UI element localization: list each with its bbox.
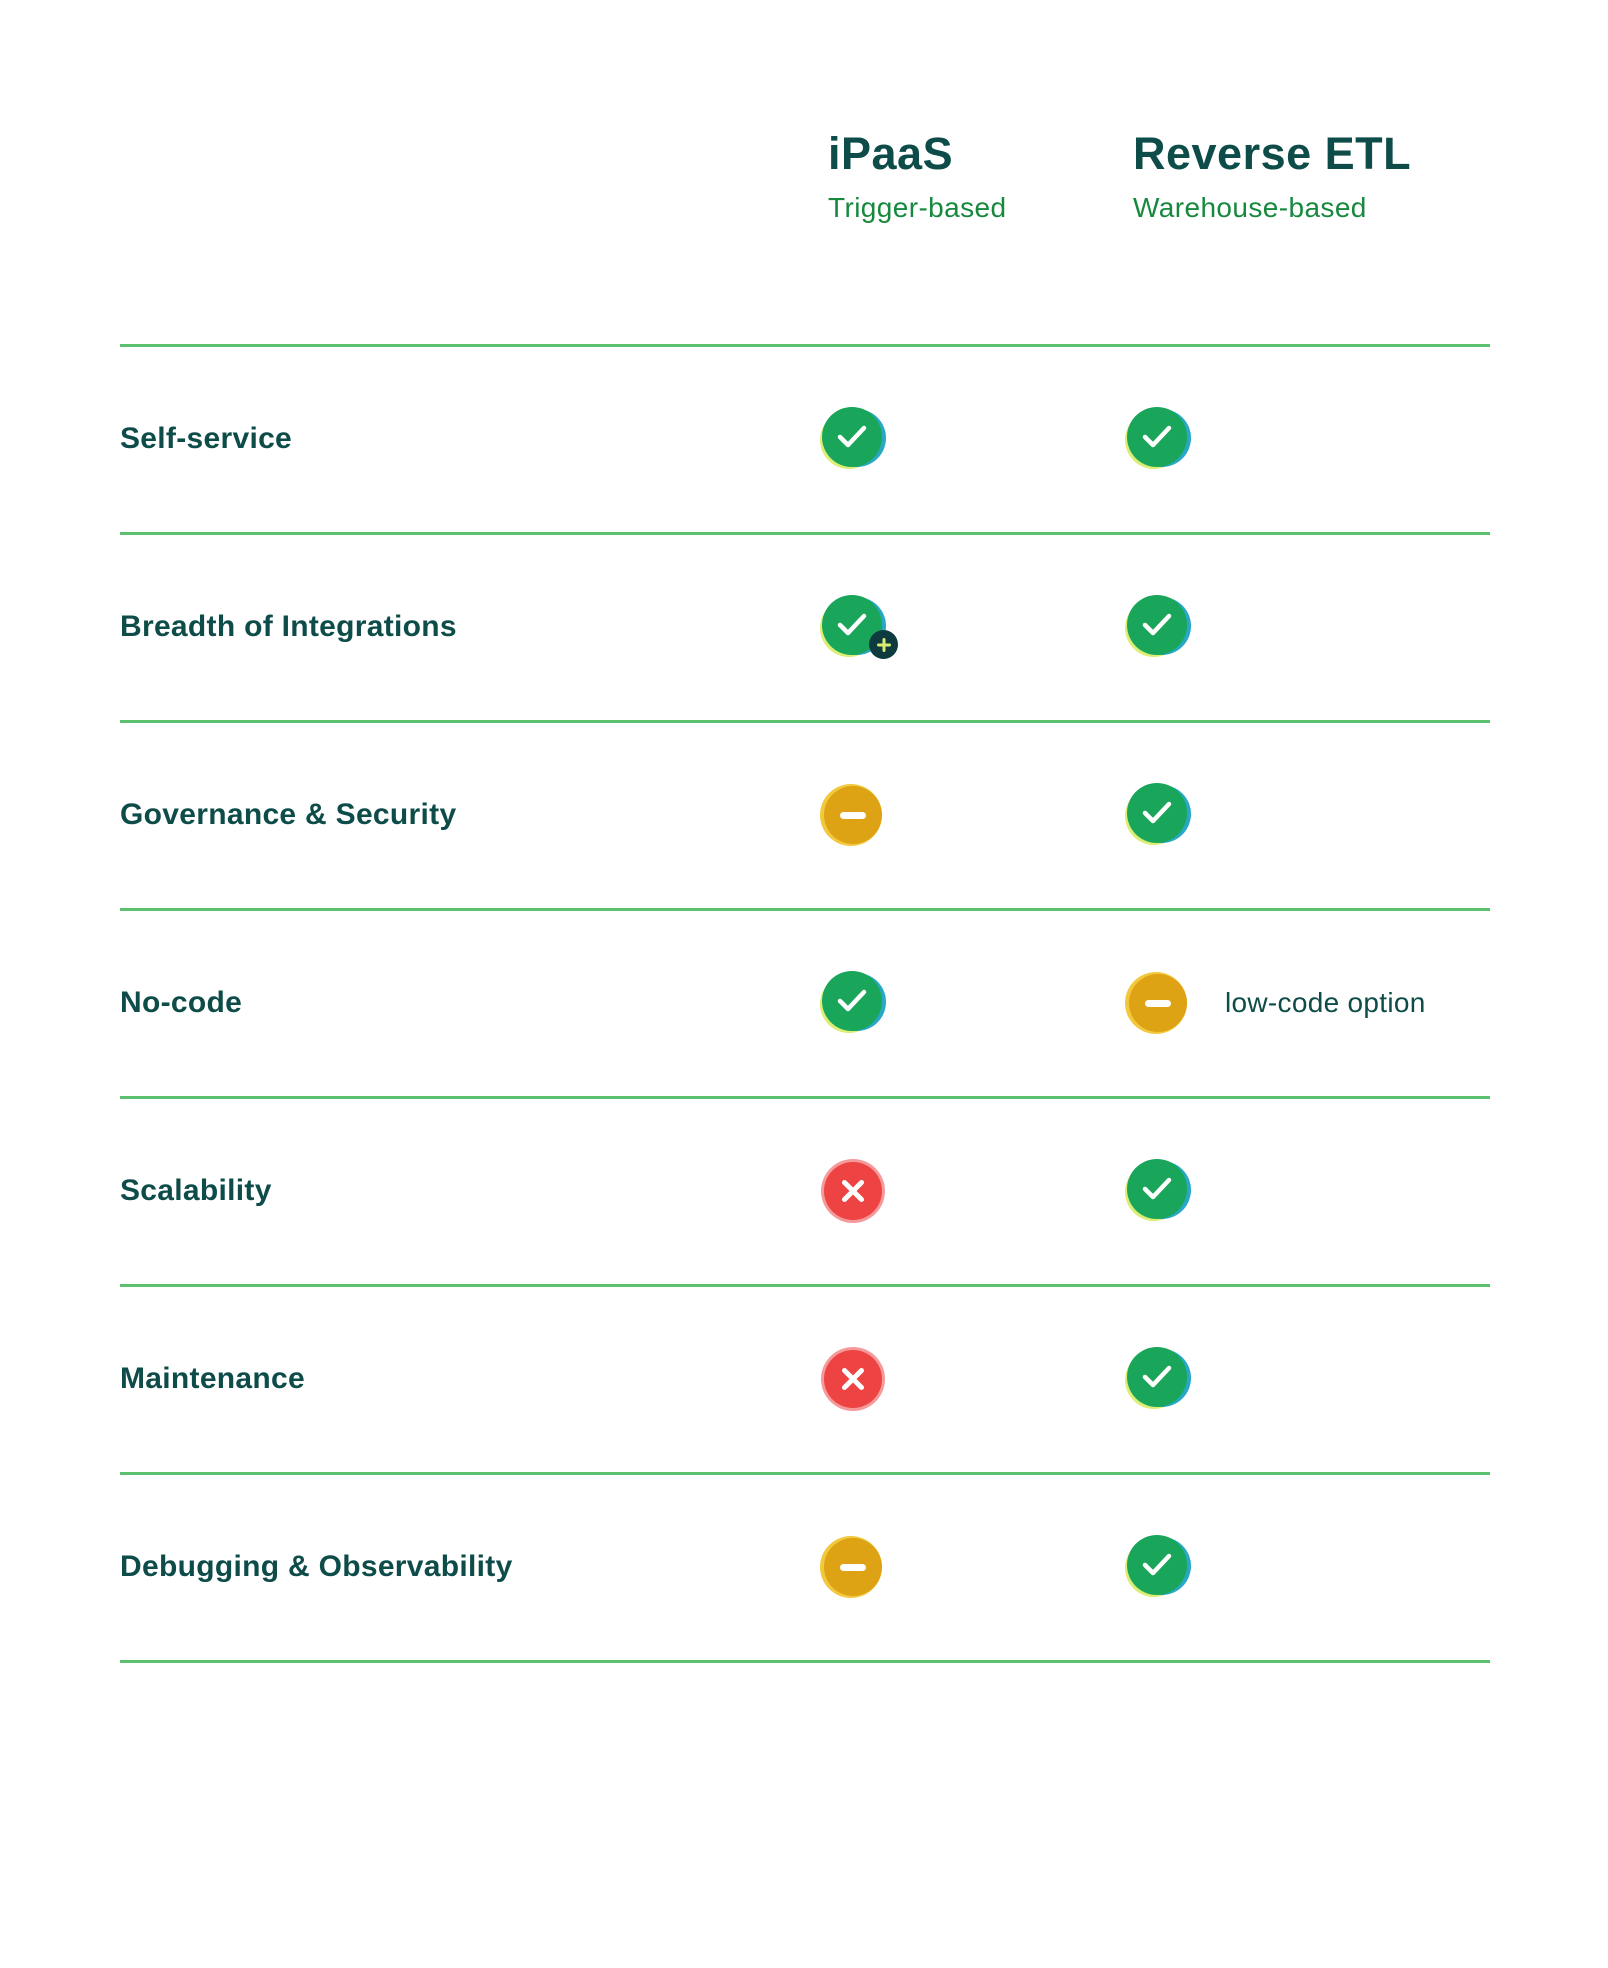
row-label-cell: Self-service (120, 422, 820, 456)
row-label: No-code (120, 986, 243, 1020)
cell-ipaas (820, 1347, 1125, 1412)
table-header: iPaaS Trigger-based Reverse ETL Warehous… (120, 128, 1490, 224)
check-icon (1125, 407, 1191, 471)
row-label: Breadth of Integrations (120, 610, 457, 644)
column-title-ipaas: iPaaS (828, 128, 954, 179)
row-label-cell: Debugging & Observability (120, 1550, 820, 1584)
cell-ipaas (820, 783, 1125, 847)
row-label: Maintenance (120, 1362, 306, 1396)
row-label-cell: Breadth of Integrations (120, 610, 820, 644)
cell-reverse-etl (1125, 1535, 1490, 1599)
row-label: Scalability (120, 1174, 272, 1208)
check-plus-icon (820, 595, 898, 660)
table-body: Self-service Breadth of Integrations Gover… (120, 343, 1490, 1663)
comparison-table: iPaaS Trigger-based Reverse ETL Warehous… (0, 128, 1608, 1663)
column-title-reverse-etl: Reverse ETL (1133, 128, 1412, 179)
cell-ipaas (820, 1535, 1125, 1599)
cell-ipaas (820, 595, 1125, 660)
cell-reverse-etl (1125, 1347, 1490, 1411)
cell-reverse-etl: low-code option (1125, 971, 1490, 1035)
cross-icon (820, 1159, 886, 1224)
table-row: No-code low-code option (120, 907, 1490, 1096)
check-icon (1125, 1347, 1191, 1411)
cell-ipaas (820, 407, 1125, 471)
cross-icon (820, 1347, 886, 1412)
column-subtitle-reverse-etl: Warehouse-based (1133, 191, 1367, 223)
table-row: Governance & Security (120, 719, 1490, 908)
table-row: Debugging & Observability (120, 1471, 1490, 1660)
row-label-cell: Maintenance (120, 1362, 820, 1396)
cell-ipaas (820, 971, 1125, 1035)
cell-reverse-etl (1125, 1159, 1490, 1223)
row-label: Debugging & Observability (120, 1550, 513, 1584)
check-icon (820, 971, 886, 1035)
cell-reverse-etl (1125, 783, 1490, 847)
row-label-cell: No-code (120, 986, 820, 1020)
dash-icon (820, 1535, 886, 1599)
cell-note: low-code option (1225, 987, 1426, 1019)
cell-reverse-etl (1125, 407, 1490, 471)
check-icon (1125, 783, 1191, 847)
table-row: Scalability (120, 1095, 1490, 1284)
cell-ipaas (820, 1159, 1125, 1224)
dash-icon (820, 783, 886, 847)
dash-icon (1125, 971, 1191, 1035)
check-icon (820, 407, 886, 471)
check-icon (1125, 1535, 1191, 1599)
table-row: Self-service (120, 343, 1490, 532)
row-label-cell: Governance & Security (120, 798, 820, 832)
cell-reverse-etl (1125, 595, 1490, 659)
column-header-ipaas: iPaaS Trigger-based (820, 128, 1125, 224)
column-header-reverse-etl: Reverse ETL Warehouse-based (1125, 128, 1490, 224)
plus-badge (869, 630, 898, 660)
table-row: Maintenance (120, 1283, 1490, 1472)
table-row: Breadth of Integrations (120, 531, 1490, 720)
row-label: Governance & Security (120, 798, 457, 832)
row-label-cell: Scalability (120, 1174, 820, 1208)
column-subtitle-ipaas: Trigger-based (828, 191, 1007, 223)
check-icon (1125, 595, 1191, 659)
row-label: Self-service (120, 422, 293, 456)
check-icon (1125, 1159, 1191, 1223)
